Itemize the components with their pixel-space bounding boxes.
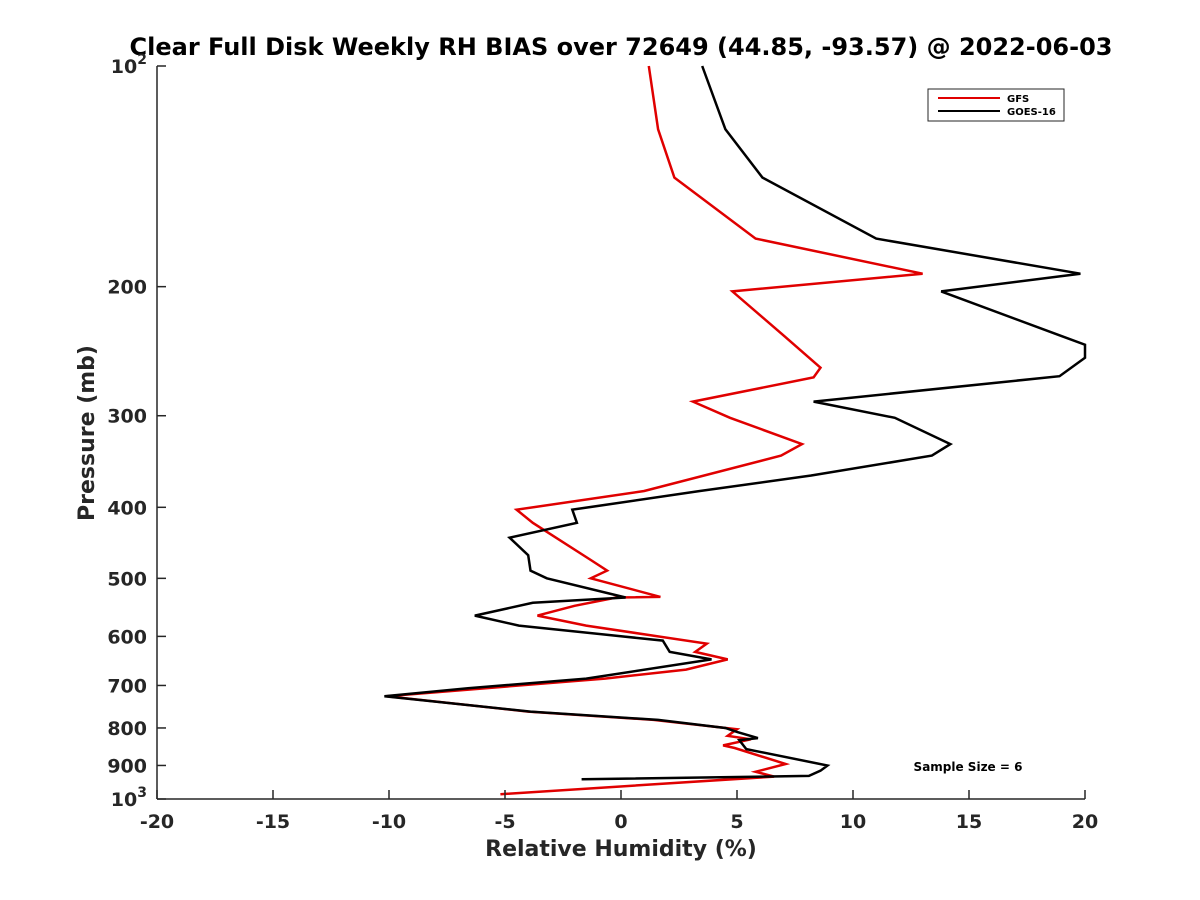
y-tick-label-base: 600 [107, 626, 147, 648]
x-axis-label: Relative Humidity (%) [485, 837, 757, 862]
legend-label-goes-16: GOES-16 [1007, 107, 1056, 118]
y-tick-label-base: 800 [107, 718, 147, 740]
y-tick-label: 103 [111, 785, 147, 811]
series-line-goes-16 [384, 65, 1087, 781]
y-tick-label: 800 [107, 718, 147, 740]
y-tick-label-base: 700 [107, 675, 147, 697]
y-tick-label: 600 [107, 626, 147, 648]
y-tick-label-base: 900 [107, 755, 147, 777]
legend: GFS GOES-16 [927, 88, 1065, 122]
x-ticks: -20 -15 -10 -5 0 5 10 15 20 [140, 790, 1098, 833]
y-axis-label: Pressure (mb) [75, 345, 100, 521]
y-tick-label-base: 200 [107, 277, 147, 299]
y-tick-label-exponent: 2 [137, 52, 147, 68]
x-tick-label: -10 [372, 811, 406, 833]
legend-box [927, 88, 1065, 122]
y-tick-label: 200 [107, 277, 147, 299]
chart-title: Clear Full Disk Weekly RH BIAS over 7264… [130, 33, 1113, 61]
y-tick-label: 102 [111, 52, 147, 78]
y-tick-label: 400 [107, 497, 147, 519]
sample-size-annotation: Sample Size = 6 [914, 760, 1023, 774]
y-tick-label-base: 10 [111, 56, 137, 78]
y-tick-label: 700 [107, 675, 147, 697]
legend-label-gfs: GFS [1007, 94, 1029, 105]
y-tick-label: 500 [107, 568, 147, 590]
x-tick-label: -5 [494, 811, 515, 833]
x-tick-label: -20 [140, 811, 174, 833]
x-tick-label: 5 [730, 811, 743, 833]
y-tick-label-exponent: 3 [137, 785, 147, 801]
series-layer [384, 65, 1087, 796]
plot-background [157, 66, 1085, 799]
y-tick-label-base: 500 [107, 568, 147, 590]
y-tick-label-base: 300 [107, 406, 147, 428]
x-tick-label: 10 [840, 811, 866, 833]
x-tick-label: 0 [614, 811, 627, 833]
y-tick-label: 900 [107, 755, 147, 777]
y-tick-label: 300 [107, 406, 147, 428]
y-tick-label-base: 10 [111, 789, 137, 811]
x-tick-label: -15 [256, 811, 290, 833]
y-tick-label-base: 400 [107, 497, 147, 519]
x-tick-label: 15 [956, 811, 982, 833]
x-tick-label: 20 [1072, 811, 1098, 833]
plot-area: -20 -15 -10 -5 0 5 10 15 20 10220030040050060070… [107, 52, 1098, 833]
